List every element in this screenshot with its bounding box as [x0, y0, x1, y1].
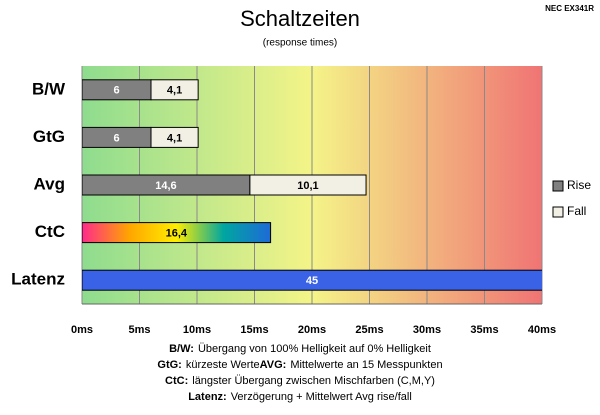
note-term: B/W: [169, 343, 194, 355]
data-label: 45 [306, 275, 318, 287]
note: Latenz: Verzögerung + Mittelwert Avg rise… [188, 391, 412, 403]
note-text: Mittelwerte an 15 Messpunkten [290, 359, 442, 371]
x-tick-label: 5ms [128, 324, 150, 336]
legend-label: Rise [567, 178, 591, 192]
note-text: kürzeste Werte [186, 359, 260, 371]
bar [150, 79, 199, 101]
note-text: Übergang von 100% Helligkeit auf 0% Hell… [198, 343, 431, 355]
corner-label: NEC EX341R [545, 4, 594, 13]
legend-swatch [552, 180, 564, 192]
x-tick-label: 15ms [240, 324, 268, 336]
x-tick-label: 35ms [470, 324, 498, 336]
note-term: GtG: [157, 359, 181, 371]
note-term: Latenz: [188, 391, 227, 403]
note-text: Verzögerung + Mittelwert Avg rise/fall [231, 391, 412, 403]
category-label: GtG [33, 127, 65, 146]
x-tick-label: 40ms [528, 324, 556, 336]
note-term: AVG: [260, 359, 287, 371]
note-term: CtC: [165, 375, 188, 387]
note: B/W: Übergang von 100% Helligkeit auf 0% … [169, 343, 431, 355]
category-label: CtC [35, 222, 65, 241]
category-label: B/W [32, 79, 66, 98]
bar [82, 222, 272, 244]
data-label: 10,1 [297, 180, 318, 192]
x-tick-label: 0ms [71, 324, 93, 336]
data-label: 6 [113, 132, 119, 144]
data-label: 6 [113, 85, 119, 97]
chart-title: Schaltzeiten [240, 6, 360, 31]
bar [150, 126, 199, 148]
note: GtG: kürzeste WerteAVG: Mittelwerte an 15 … [157, 359, 442, 371]
note: CtC: längster Übergang zwischen Mischfarb… [165, 375, 435, 387]
data-label: 14,6 [155, 180, 176, 192]
note-text: längster Übergang zwischen Mischfarben (… [192, 375, 435, 387]
data-label: 16,4 [166, 228, 188, 240]
chart-subtitle: (response times) [263, 38, 337, 49]
data-label: 4,1 [167, 132, 182, 144]
legend-swatch [552, 206, 564, 218]
data-label: 4,1 [167, 85, 182, 97]
legend-label: Fall [567, 204, 586, 218]
x-tick-label: 20ms [298, 324, 326, 336]
category-label: Latenz [11, 270, 65, 289]
x-tick-label: 30ms [413, 324, 441, 336]
category-label: Avg [34, 174, 66, 193]
bar [249, 174, 367, 196]
x-tick-label: 10ms [183, 324, 211, 336]
bars: 6 4,1 6 4,1 14,6 10,1 16,4 45 [82, 79, 542, 291]
x-tick-label: 25ms [355, 324, 383, 336]
bar [82, 269, 542, 291]
